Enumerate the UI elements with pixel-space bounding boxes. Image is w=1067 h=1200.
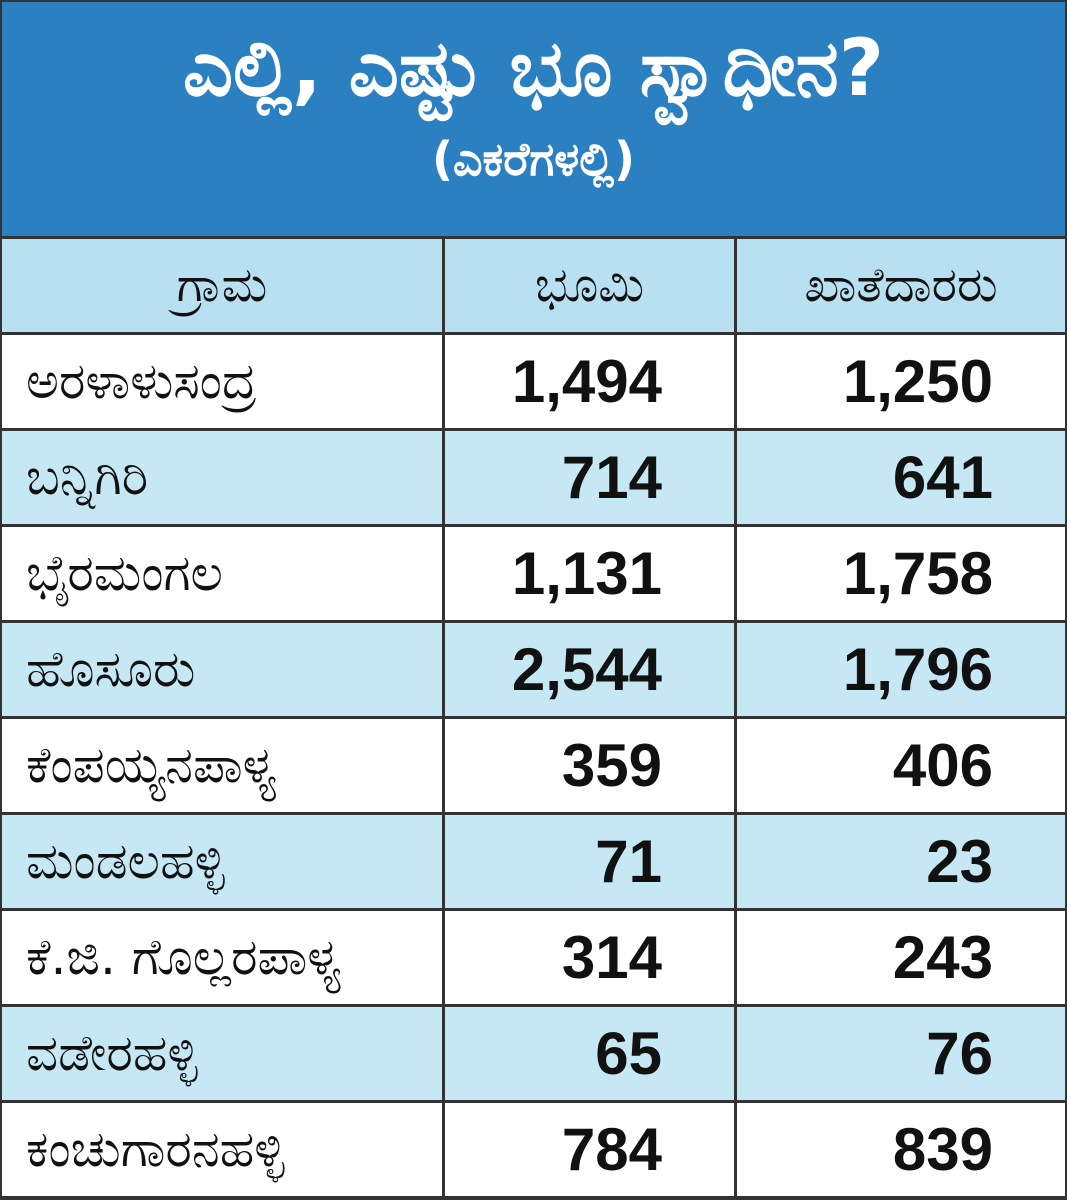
account-holders-value-cell: 406 (737, 719, 1065, 812)
account-holders-value-cell: 1,796 (737, 623, 1065, 716)
land-value-cell: 314 (445, 911, 737, 1004)
account-holders-value-cell: 243 (737, 911, 1065, 1004)
village-name-cell: ವಡೇರಹಳ್ಳಿ (2, 1007, 445, 1100)
land-value-cell: 1,131 (445, 527, 737, 620)
village-name-cell: ಬನ್ನಿಗಿರಿ (2, 431, 445, 524)
table-row: ಬನ್ನಿಗಿರಿ 714 641 (2, 431, 1065, 524)
land-value-cell: 71 (445, 815, 737, 908)
table-row: ವಡೇರಹಳ್ಳಿ 65 76 (2, 1007, 1065, 1100)
account-holders-value-cell: 1,758 (737, 527, 1065, 620)
data-table: ಗ್ರಾಮ ಭೂಮಿ ಖಾತೆದಾರರು ಅರಳಾಳುಸಂದ್ರ 1,494 1,2… (2, 236, 1065, 1199)
account-holders-value-cell: 23 (737, 815, 1065, 908)
account-holders-value-cell: 1,250 (737, 335, 1065, 428)
chart-title: ಎಲ್ಲಿ, ಎಷ್ಟು ಭೂ ಸ್ವಾಧೀನ? (182, 24, 885, 114)
village-name-cell: ಕಂಚುಗಾರನಹಳ್ಳಿ (2, 1103, 445, 1196)
column-header-village: ಗ್ರಾಮ (2, 239, 445, 332)
header-row: ಗ್ರಾಮ ಭೂಮಿ ಖಾತೆದಾರರು (2, 239, 1065, 332)
land-value-cell: 65 (445, 1007, 737, 1100)
account-holders-value-cell: 76 (737, 1007, 1065, 1100)
land-value-cell: 714 (445, 431, 737, 524)
land-value-cell: 359 (445, 719, 737, 812)
table-row: ಹೊಸೂರು 2,544 1,796 (2, 623, 1065, 716)
village-name-cell: ಹೊಸೂರು (2, 623, 445, 716)
village-name-cell: ಕೆ.ಜಿ. ಗೊಲ್ಲರಪಾಳ್ಯ (2, 911, 445, 1004)
land-value-cell: 1,494 (445, 335, 737, 428)
land-value-cell: 784 (445, 1103, 737, 1196)
village-name-cell: ಭೈರಮಂಗಲ (2, 527, 445, 620)
account-holders-value-cell: 641 (737, 431, 1065, 524)
table-row: ಕೆಂಪಯ್ಯನಪಾಳ್ಯ 359 406 (2, 719, 1065, 812)
column-header-account-holders: ಖಾತೆದಾರರು (737, 239, 1065, 332)
table-row: ಮಂಡಲಹಳ್ಳಿ 71 23 (2, 815, 1065, 908)
column-header-land: ಭೂಮಿ (445, 239, 737, 332)
village-name-cell: ಅರಳಾಳುಸಂದ್ರ (2, 335, 445, 428)
title-banner: ಎಲ್ಲಿ, ಎಷ್ಟು ಭೂ ಸ್ವಾಧೀನ? (ಎಕರೆಗಳಲ್ಲಿ) (2, 2, 1065, 236)
village-name-cell: ಕೆಂಪಯ್ಯನಪಾಳ್ಯ (2, 719, 445, 812)
table-row: ಕೆ.ಜಿ. ಗೊಲ್ಲರಪಾಳ್ಯ 314 243 (2, 911, 1065, 1004)
account-holders-value-cell: 839 (737, 1103, 1065, 1196)
table-row: ಕಂಚುಗಾರನಹಳ್ಳಿ 784 839 (2, 1103, 1065, 1196)
chart-subtitle: (ಎಕರೆಗಳಲ್ಲಿ) (431, 132, 636, 186)
table-row: ಅರಳಾಳುಸಂದ್ರ 1,494 1,250 (2, 335, 1065, 428)
village-name-cell: ಮಂಡಲಹಳ್ಳಿ (2, 815, 445, 908)
table-row: ಭೈರಮಂಗಲ 1,131 1,758 (2, 527, 1065, 620)
land-value-cell: 2,544 (445, 623, 737, 716)
